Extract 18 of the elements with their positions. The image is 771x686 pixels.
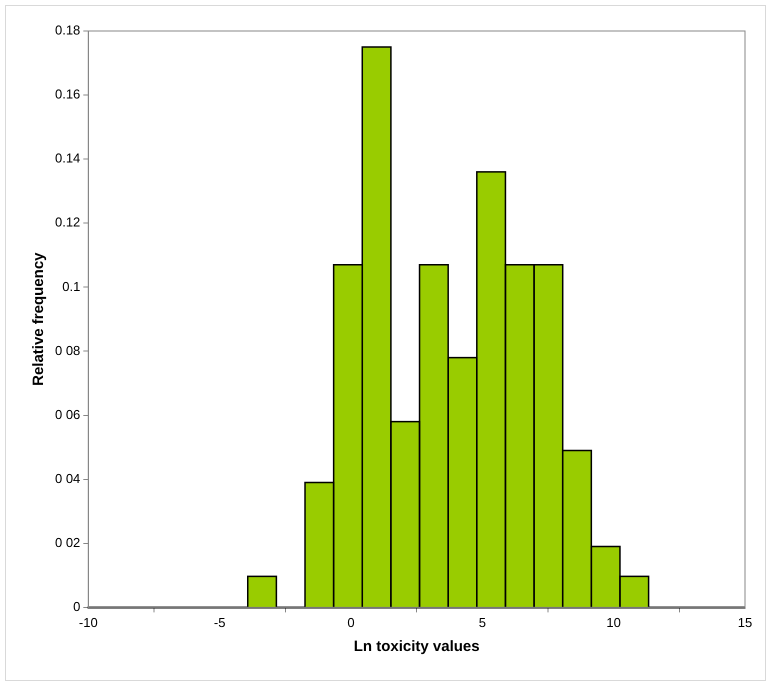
y-tick-label: 0 <box>73 598 80 614</box>
x-tick-label: 15 <box>738 614 752 630</box>
x-tick-label: 10 <box>606 614 621 630</box>
y-tick-label: 0 04 <box>54 470 80 486</box>
x-tick-label: 0 <box>347 614 355 630</box>
x-axis-title: Ln toxicity values <box>354 638 480 656</box>
x-tick-label: -10 <box>78 614 98 630</box>
y-tick-label: 0 02 <box>54 534 80 550</box>
y-tick-label: 0.12 <box>54 214 80 230</box>
y-tick-label: 0.16 <box>54 86 80 102</box>
y-tick-label: 0 08 <box>54 342 80 358</box>
y-tick-label: 0.1 <box>62 278 80 294</box>
y-tick-label: 0 06 <box>54 406 80 422</box>
y-axis-title: Relative frequency <box>30 252 48 386</box>
x-tick-label: 5 <box>478 614 486 630</box>
y-tick-label: 0.18 <box>54 22 80 38</box>
y-tick-label: 0.14 <box>54 150 80 166</box>
x-tick-label: -5 <box>214 614 226 630</box>
